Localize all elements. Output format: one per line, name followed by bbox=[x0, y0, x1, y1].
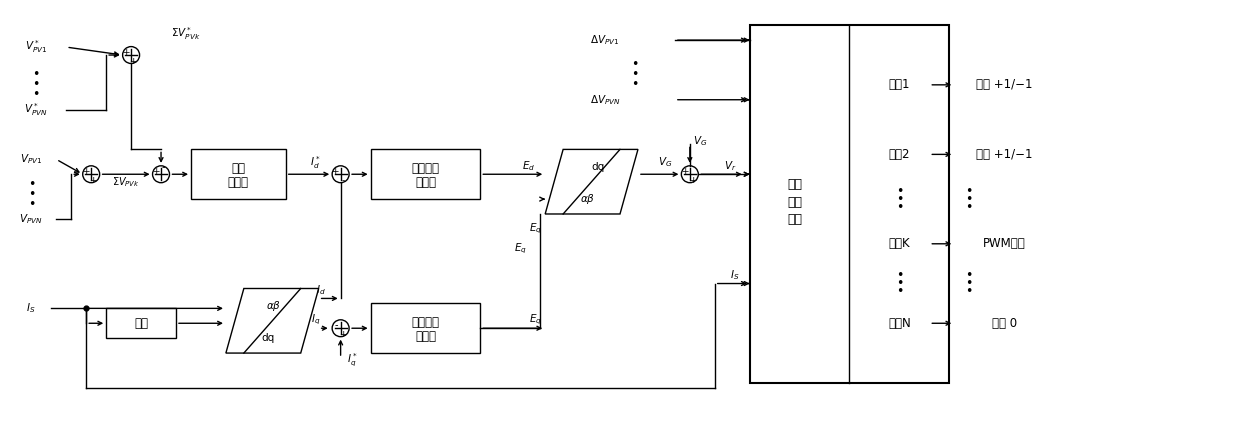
Text: 策略: 策略 bbox=[787, 213, 802, 226]
Text: 单元1: 单元1 bbox=[889, 78, 910, 91]
Text: $\Delta V_{PV1}$: $\Delta V_{PV1}$ bbox=[590, 33, 620, 47]
Polygon shape bbox=[546, 149, 637, 214]
Text: $\Sigma V_{PVk}$: $\Sigma V_{PVk}$ bbox=[113, 175, 140, 189]
Text: 混合: 混合 bbox=[787, 178, 802, 191]
Text: •: • bbox=[966, 192, 973, 206]
Text: •: • bbox=[32, 78, 40, 91]
Text: $I_S$: $I_S$ bbox=[730, 269, 739, 282]
Text: •: • bbox=[631, 59, 639, 72]
Bar bbox=[371, 304, 480, 353]
Text: $\alpha\beta$: $\alpha\beta$ bbox=[580, 192, 595, 206]
Text: •: • bbox=[895, 201, 903, 214]
Text: •: • bbox=[966, 269, 973, 282]
Text: 电压: 电压 bbox=[232, 162, 246, 175]
Text: +: + bbox=[82, 167, 89, 176]
Text: $E_q$: $E_q$ bbox=[513, 242, 527, 256]
Text: +: + bbox=[688, 176, 696, 185]
Text: $I_d^*$: $I_d^*$ bbox=[310, 154, 321, 171]
Text: -: - bbox=[161, 162, 165, 172]
Text: $V_G$: $V_G$ bbox=[657, 156, 672, 169]
Text: -: - bbox=[341, 176, 345, 185]
Text: 模式 0: 模式 0 bbox=[992, 317, 1017, 330]
Text: •: • bbox=[966, 277, 973, 290]
Text: $I_q$: $I_q$ bbox=[311, 313, 320, 327]
Text: •: • bbox=[895, 184, 903, 198]
Text: 调节器: 调节器 bbox=[228, 176, 249, 189]
Bar bbox=[191, 149, 285, 199]
Text: $V_{PVN}^*$: $V_{PVN}^*$ bbox=[25, 101, 48, 118]
Text: •: • bbox=[27, 178, 35, 191]
Text: $\Delta V_{PVN}$: $\Delta V_{PVN}$ bbox=[590, 93, 620, 107]
Text: 调节器: 调节器 bbox=[415, 330, 436, 343]
Text: •: • bbox=[631, 78, 639, 91]
Bar bbox=[107, 308, 176, 338]
Bar bbox=[750, 25, 950, 383]
Text: +: + bbox=[89, 176, 97, 185]
Text: $E_q$: $E_q$ bbox=[528, 313, 542, 327]
Text: $V_r$: $V_r$ bbox=[723, 159, 737, 173]
Text: •: • bbox=[32, 68, 40, 81]
Bar bbox=[371, 149, 480, 199]
Text: 单元2: 单元2 bbox=[889, 148, 910, 161]
Text: •: • bbox=[32, 88, 40, 101]
Text: +: + bbox=[129, 57, 136, 66]
Text: $E_q$: $E_q$ bbox=[528, 222, 542, 236]
Text: 有功电流: 有功电流 bbox=[412, 162, 439, 175]
Circle shape bbox=[332, 320, 350, 337]
Text: +: + bbox=[340, 330, 347, 339]
Text: $I_q^*$: $I_q^*$ bbox=[347, 351, 358, 369]
Circle shape bbox=[123, 47, 140, 64]
Text: •: • bbox=[966, 201, 973, 214]
Text: •: • bbox=[631, 68, 639, 81]
Text: 调节器: 调节器 bbox=[415, 176, 436, 189]
Circle shape bbox=[153, 166, 170, 183]
Circle shape bbox=[332, 166, 350, 183]
Text: •: • bbox=[966, 184, 973, 198]
Text: +: + bbox=[122, 47, 129, 56]
Text: $V_{PV1}^*$: $V_{PV1}^*$ bbox=[25, 39, 47, 56]
Text: $E_d$: $E_d$ bbox=[522, 159, 534, 173]
Text: dq: dq bbox=[262, 333, 275, 343]
Polygon shape bbox=[226, 288, 319, 353]
Text: •: • bbox=[966, 285, 973, 298]
Text: 调制: 调制 bbox=[787, 195, 802, 209]
Text: $V_{PV1}$: $V_{PV1}$ bbox=[20, 153, 42, 166]
Text: •: • bbox=[27, 198, 35, 211]
Text: 模式 +1/−1: 模式 +1/−1 bbox=[976, 78, 1033, 91]
Text: $I_d$: $I_d$ bbox=[316, 284, 326, 297]
Text: $\Sigma V_{PVk}^*$: $\Sigma V_{PVk}^*$ bbox=[171, 25, 201, 42]
Text: $V_{PVN}$: $V_{PVN}$ bbox=[20, 212, 43, 226]
Text: 单元K: 单元K bbox=[889, 237, 910, 250]
Text: +: + bbox=[681, 167, 688, 176]
Text: •: • bbox=[895, 269, 903, 282]
Text: 模式 +1/−1: 模式 +1/−1 bbox=[976, 148, 1033, 161]
Text: •: • bbox=[895, 285, 903, 298]
Circle shape bbox=[681, 166, 698, 183]
Text: 无功电流: 无功电流 bbox=[412, 316, 439, 329]
Text: $I_S$: $I_S$ bbox=[26, 301, 36, 315]
Text: +: + bbox=[331, 167, 339, 176]
Text: •: • bbox=[27, 187, 35, 201]
Circle shape bbox=[83, 166, 99, 183]
Text: 延迟: 延迟 bbox=[134, 317, 148, 330]
Text: +: + bbox=[151, 167, 159, 176]
Text: 单元N: 单元N bbox=[888, 317, 910, 330]
Text: •: • bbox=[895, 277, 903, 290]
Text: $\alpha\beta$: $\alpha\beta$ bbox=[265, 299, 280, 313]
Text: dq: dq bbox=[591, 162, 604, 172]
Text: •: • bbox=[895, 192, 903, 206]
Text: PWM模式: PWM模式 bbox=[983, 237, 1025, 250]
Text: -: - bbox=[335, 320, 337, 330]
Text: $V_G$: $V_G$ bbox=[693, 134, 707, 148]
